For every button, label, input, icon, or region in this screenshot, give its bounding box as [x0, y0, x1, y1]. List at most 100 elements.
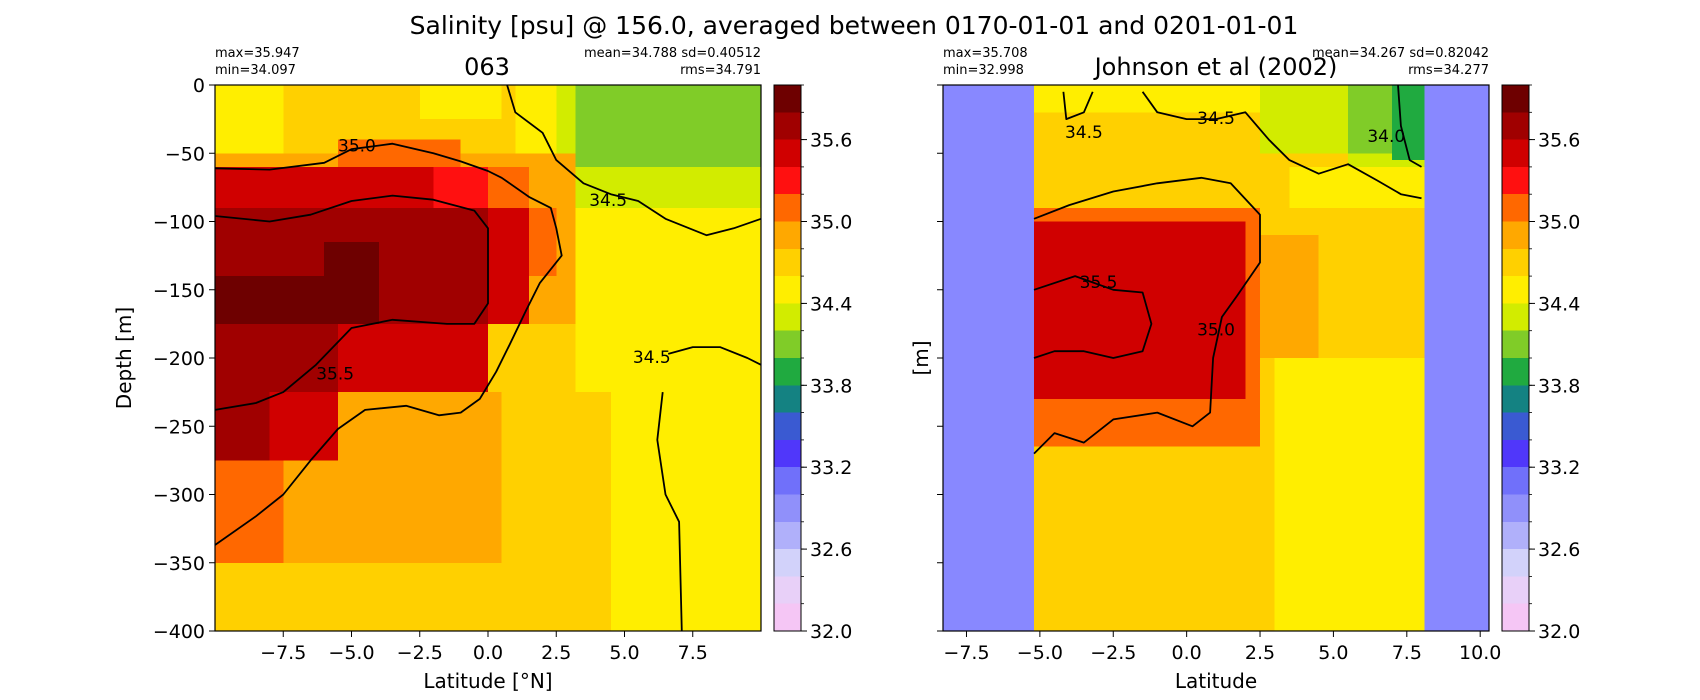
left-heatmap-cell — [501, 392, 611, 631]
left-colorbar-segment — [774, 603, 801, 631]
right-heatmap-cell — [1034, 289, 1152, 358]
left-colorbar-segment — [774, 303, 801, 331]
left-heatmap-cell — [419, 85, 502, 120]
left-heatmap-cell — [215, 562, 502, 631]
right-y-axis-label: [m] — [909, 340, 933, 375]
left-colorbar-tick-label: 32.0 — [810, 621, 852, 643]
left-heatmap-cell — [337, 139, 461, 167]
left-colorbar-segment — [774, 521, 801, 550]
left-stat-max: max=35.947 — [215, 46, 300, 61]
left-heatmap-cell — [215, 85, 284, 154]
right-colorbar-segment — [1502, 576, 1529, 604]
right-colorbar-tick-label: 35.6 — [1538, 130, 1580, 152]
left-heatmap-cell — [528, 180, 576, 208]
right-colorbar-segment — [1502, 221, 1529, 249]
right-contour-label: 34.0 — [1367, 127, 1405, 147]
left-contour-label: 35.0 — [338, 136, 376, 156]
left-colorbar-segment — [774, 439, 801, 468]
left-heatmap-cell — [215, 241, 325, 277]
right-x-tick-label: 5.0 — [1318, 642, 1348, 664]
left-colorbar-segment — [774, 166, 801, 195]
left-heatmap-cell — [269, 392, 338, 461]
right-nodata-region — [943, 85, 1034, 631]
right-contour-label: 34.5 — [1197, 109, 1235, 129]
right-x-tick-label: 10.0 — [1459, 642, 1501, 664]
left-x-tick-label: −7.5 — [260, 642, 306, 664]
right-x-tick-label: 0.0 — [1172, 642, 1202, 664]
left-heatmap-cell — [215, 166, 434, 208]
left-heatmap-cell — [488, 323, 576, 393]
right-stat-max: max=35.708 — [943, 46, 1028, 61]
left-x-tick-label: 0.0 — [473, 642, 503, 664]
left-heatmap-cell — [488, 166, 529, 208]
left-colorbar-segment — [774, 576, 801, 604]
left-colorbar-segment — [774, 330, 801, 358]
right-heatmap-cell — [1274, 358, 1425, 631]
right-x-tick-label: 7.5 — [1392, 642, 1422, 664]
left-colorbar-segment — [774, 221, 801, 249]
left-stat-mean-sd: mean=34.788 sd=0.40512 — [584, 46, 761, 61]
left-colorbar-segment — [774, 112, 801, 140]
left-contour-line — [656, 391, 683, 632]
left-heatmap-cell — [215, 207, 325, 242]
right-colorbar-segment — [1502, 139, 1529, 167]
right-contour-label: 35.5 — [1080, 273, 1118, 293]
left-y-tick-label: −250 — [153, 416, 205, 438]
left-heatmap-cell — [515, 85, 557, 154]
right-colorbar-segment — [1502, 112, 1529, 140]
right-colorbar-tick-label: 32.0 — [1538, 621, 1580, 643]
left-heatmap-cell — [215, 323, 338, 399]
right-x-axis-label: Latitude — [1175, 669, 1257, 693]
right-colorbar-tick-label: 35.0 — [1538, 212, 1580, 234]
left-colorbar-segment — [774, 139, 801, 167]
right-colorbar-segment — [1502, 385, 1529, 413]
left-colorbar-segment — [774, 358, 801, 386]
left-contour-line — [667, 346, 762, 366]
right-colorbar-tick-label: 33.2 — [1538, 457, 1580, 479]
right-x-tick-label: −5.0 — [1017, 642, 1063, 664]
right-panel-title: Johnson et al (2002) — [1093, 53, 1338, 81]
left-contour-label: 34.5 — [589, 191, 627, 211]
left-colorbar-segment — [774, 549, 801, 577]
left-heatmap-cell — [528, 207, 557, 277]
right-colorbar-segment — [1502, 303, 1529, 331]
left-y-tick-label: −300 — [153, 485, 205, 507]
left-contour-label: 35.5 — [316, 364, 354, 384]
left-y-tick-label: −150 — [153, 280, 205, 302]
right-colorbar-segment — [1502, 358, 1529, 386]
right-x-tick-label: −2.5 — [1090, 642, 1136, 664]
right-contour-line — [1033, 176, 1261, 455]
left-heatmap-cell — [337, 323, 488, 393]
right-contours: 34.5 34.5 34.0 35.0 35.5 — [1033, 84, 1422, 455]
left-contour-line — [214, 142, 563, 546]
left-y-tick-label: −350 — [153, 553, 205, 575]
left-heatmap-cell — [215, 392, 270, 461]
left-y-tick-label: −50 — [165, 143, 205, 165]
right-colorbar-segment — [1502, 85, 1529, 113]
right-colorbar-segment — [1502, 330, 1529, 358]
left-heatmap-cell — [575, 85, 761, 167]
left-x-axis-label: Latitude [°N] — [423, 669, 552, 693]
left-colorbar-segment — [774, 85, 801, 113]
right-heatmap-cell — [1260, 85, 1349, 154]
right-heatmap — [943, 85, 1489, 631]
left-y-tick-label: −200 — [153, 348, 205, 370]
left-heatmap-cell — [378, 460, 502, 563]
left-heatmap — [215, 85, 761, 631]
right-colorbar-segment — [1502, 248, 1529, 277]
left-heatmap-cell — [556, 207, 576, 277]
right-colorbar-tick-label: 32.6 — [1538, 539, 1580, 561]
right-colorbar-segment — [1502, 603, 1529, 631]
right-contour-label: 35.0 — [1197, 321, 1235, 341]
left-y-tick-label: 0 — [193, 75, 205, 97]
left-x-tick-label: 7.5 — [678, 642, 708, 664]
left-contour-line — [214, 194, 489, 411]
left-heatmap-cell — [528, 276, 576, 324]
left-x-tick-label: −2.5 — [397, 642, 443, 664]
left-colorbar-segment — [774, 385, 801, 413]
left-stat-min: min=34.097 — [215, 63, 296, 78]
left-heatmap-cell — [575, 166, 761, 208]
right-panel: max=35.708 min=32.998 mean=34.267 sd=0.8… — [909, 46, 1501, 693]
left-contours: 35.0 35.5 34.5 34.5 — [214, 84, 762, 632]
